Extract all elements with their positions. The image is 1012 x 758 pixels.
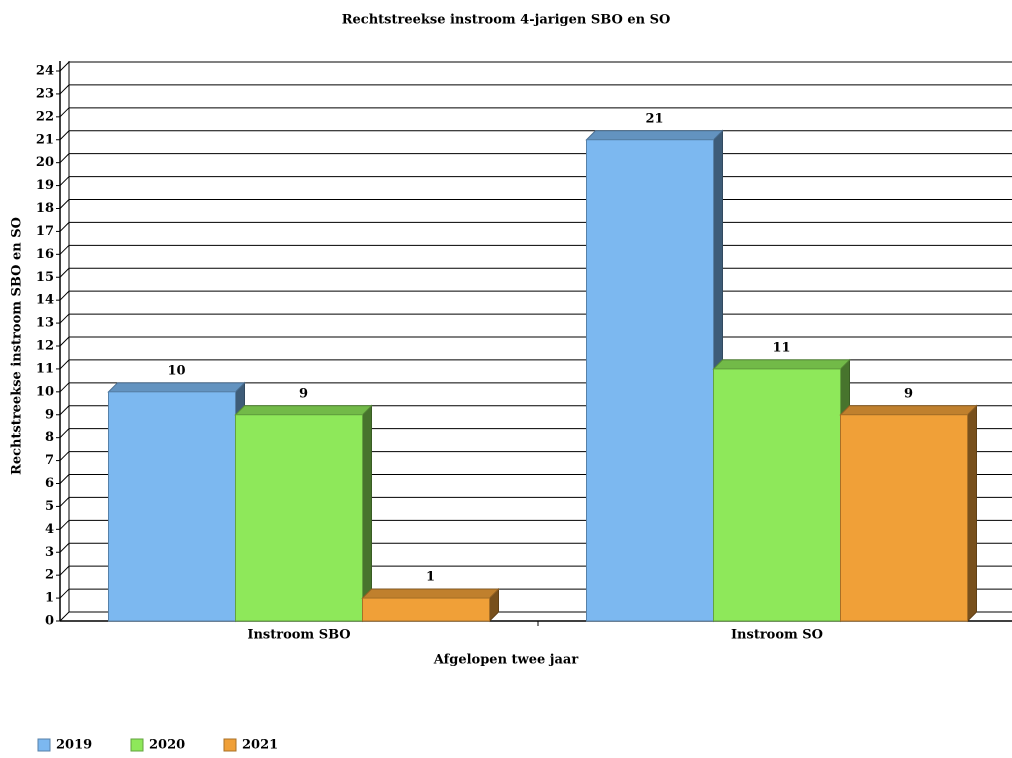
y-tick-label: 24 <box>36 64 54 79</box>
grid-line <box>59 153 1012 164</box>
value-label: 11 <box>772 340 790 355</box>
y-tick-label: 3 <box>45 545 54 560</box>
legend-swatch <box>37 738 51 752</box>
y-tick-label: 0 <box>45 614 54 629</box>
bar-top <box>712 359 851 370</box>
y-tick-label: 5 <box>45 499 54 514</box>
grid-line <box>59 290 1012 301</box>
y-axis-label: Rechtstreekse instroom SBO en SO <box>10 217 25 475</box>
y-tick-label: 7 <box>45 453 54 468</box>
grid-line <box>59 244 1012 255</box>
value-label-box <box>894 384 923 403</box>
y-tick-label: 22 <box>36 109 54 124</box>
y-tick-label: 23 <box>36 86 54 101</box>
bar-side <box>967 404 977 623</box>
grid-line <box>59 267 1012 278</box>
y-tick-label: 4 <box>45 522 54 537</box>
y-tick-label: 17 <box>36 224 54 239</box>
y-tick-label: 8 <box>45 430 54 445</box>
grid-line <box>59 336 1012 347</box>
grid-line <box>59 221 1012 232</box>
legend-swatch <box>223 738 237 752</box>
value-label-box <box>640 109 669 128</box>
bar-top <box>839 405 978 416</box>
y-tick-label: 19 <box>36 178 54 193</box>
grid-line <box>59 313 1012 324</box>
bar <box>235 414 363 622</box>
value-label-box <box>416 568 445 587</box>
value-label: 9 <box>299 386 308 401</box>
value-label-box <box>767 338 796 357</box>
x-tick-label: Instroom SBO <box>247 628 350 643</box>
y-tick-label: 13 <box>36 316 54 331</box>
y-tick-label: 14 <box>36 293 54 308</box>
y-tick-label: 18 <box>36 201 54 216</box>
y-tick-label: 21 <box>36 132 54 147</box>
bar-side <box>362 404 372 623</box>
x-tick-label: Instroom SO <box>731 628 823 643</box>
bar <box>108 391 236 622</box>
legend-label: 2019 <box>56 738 92 753</box>
x-axis-label: Afgelopen twee jaar <box>433 653 579 668</box>
grid-line <box>59 84 1012 95</box>
value-label: 9 <box>904 386 913 401</box>
bar <box>362 597 490 622</box>
legend-swatch <box>130 738 144 752</box>
y-tick-label: 1 <box>45 591 54 606</box>
value-label-box <box>162 361 191 380</box>
grid-line <box>59 359 1012 370</box>
bar <box>713 368 841 622</box>
y-tick-label: 20 <box>36 155 54 170</box>
grid-line <box>59 130 1012 141</box>
value-label: 1 <box>426 570 435 585</box>
bar <box>586 139 714 622</box>
value-label: 21 <box>645 111 663 126</box>
value-label-box <box>289 384 318 403</box>
y-tick-label: 11 <box>36 361 54 376</box>
bar-top <box>361 588 500 599</box>
value-label: 10 <box>167 363 185 378</box>
bar <box>840 414 968 622</box>
y-tick-label: 10 <box>36 384 54 399</box>
bar-top <box>107 382 246 393</box>
legend-label: 2020 <box>149 738 185 753</box>
grid-line <box>59 176 1012 186</box>
y-tick-label: 6 <box>45 476 54 491</box>
grid-line <box>59 107 1012 118</box>
bar-top <box>234 405 373 416</box>
bar-top <box>585 130 724 141</box>
y-tick-label: 2 <box>45 568 54 583</box>
grid-line <box>59 61 1012 72</box>
chart-title: Rechtstreekse instroom 4-jarigen SBO en … <box>342 13 671 28</box>
y-tick-label: 16 <box>36 247 54 262</box>
y-tick-label: 9 <box>45 407 54 422</box>
grid-line <box>59 199 1012 209</box>
legend-label: 2021 <box>242 738 278 753</box>
y-tick-label: 12 <box>36 339 54 354</box>
y-tick-label: 15 <box>36 270 54 285</box>
